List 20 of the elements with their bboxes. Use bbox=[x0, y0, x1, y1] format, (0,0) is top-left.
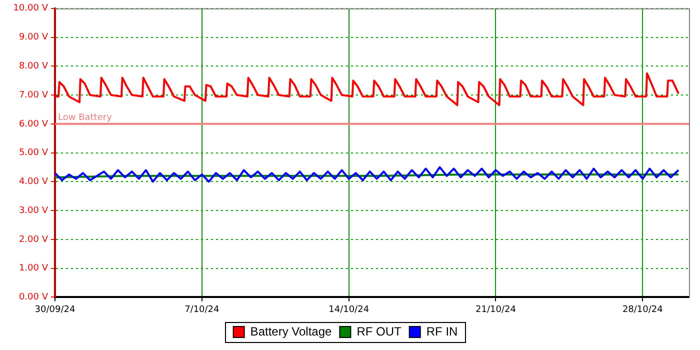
y-tick-label: 7.00 V bbox=[18, 90, 49, 100]
legend-label: RF OUT bbox=[356, 324, 402, 338]
y-tick-label: 4.00 V bbox=[18, 177, 49, 188]
x-tick-label: 7/10/24 bbox=[184, 304, 220, 315]
y-tick-label: 6.00 V bbox=[18, 119, 49, 130]
x-tick-label: 14/10/24 bbox=[328, 304, 370, 315]
y-tick-label: 5.00 V bbox=[18, 148, 49, 158]
y-tick-label: 3.00 V bbox=[18, 206, 49, 216]
y-tick-label: 9.00 V bbox=[18, 32, 49, 43]
x-tick-label: 28/10/24 bbox=[622, 304, 664, 315]
legend-label: RF IN bbox=[426, 324, 458, 338]
x-tick-label: 30/09/24 bbox=[34, 304, 76, 315]
y-tick-label: 0.00 V bbox=[18, 292, 49, 303]
y-tick-label: 2.00 V bbox=[18, 234, 49, 245]
y-tick-label: 8.00 V bbox=[18, 62, 49, 72]
legend-label: Battery Voltage bbox=[250, 324, 332, 338]
y-tick-label: 1.00 V bbox=[18, 264, 49, 274]
x-tick-label: 21/10/24 bbox=[476, 304, 516, 315]
ref-line-label: Low Battery bbox=[58, 112, 113, 123]
y-tick-label: 10.00 V bbox=[13, 4, 49, 14]
